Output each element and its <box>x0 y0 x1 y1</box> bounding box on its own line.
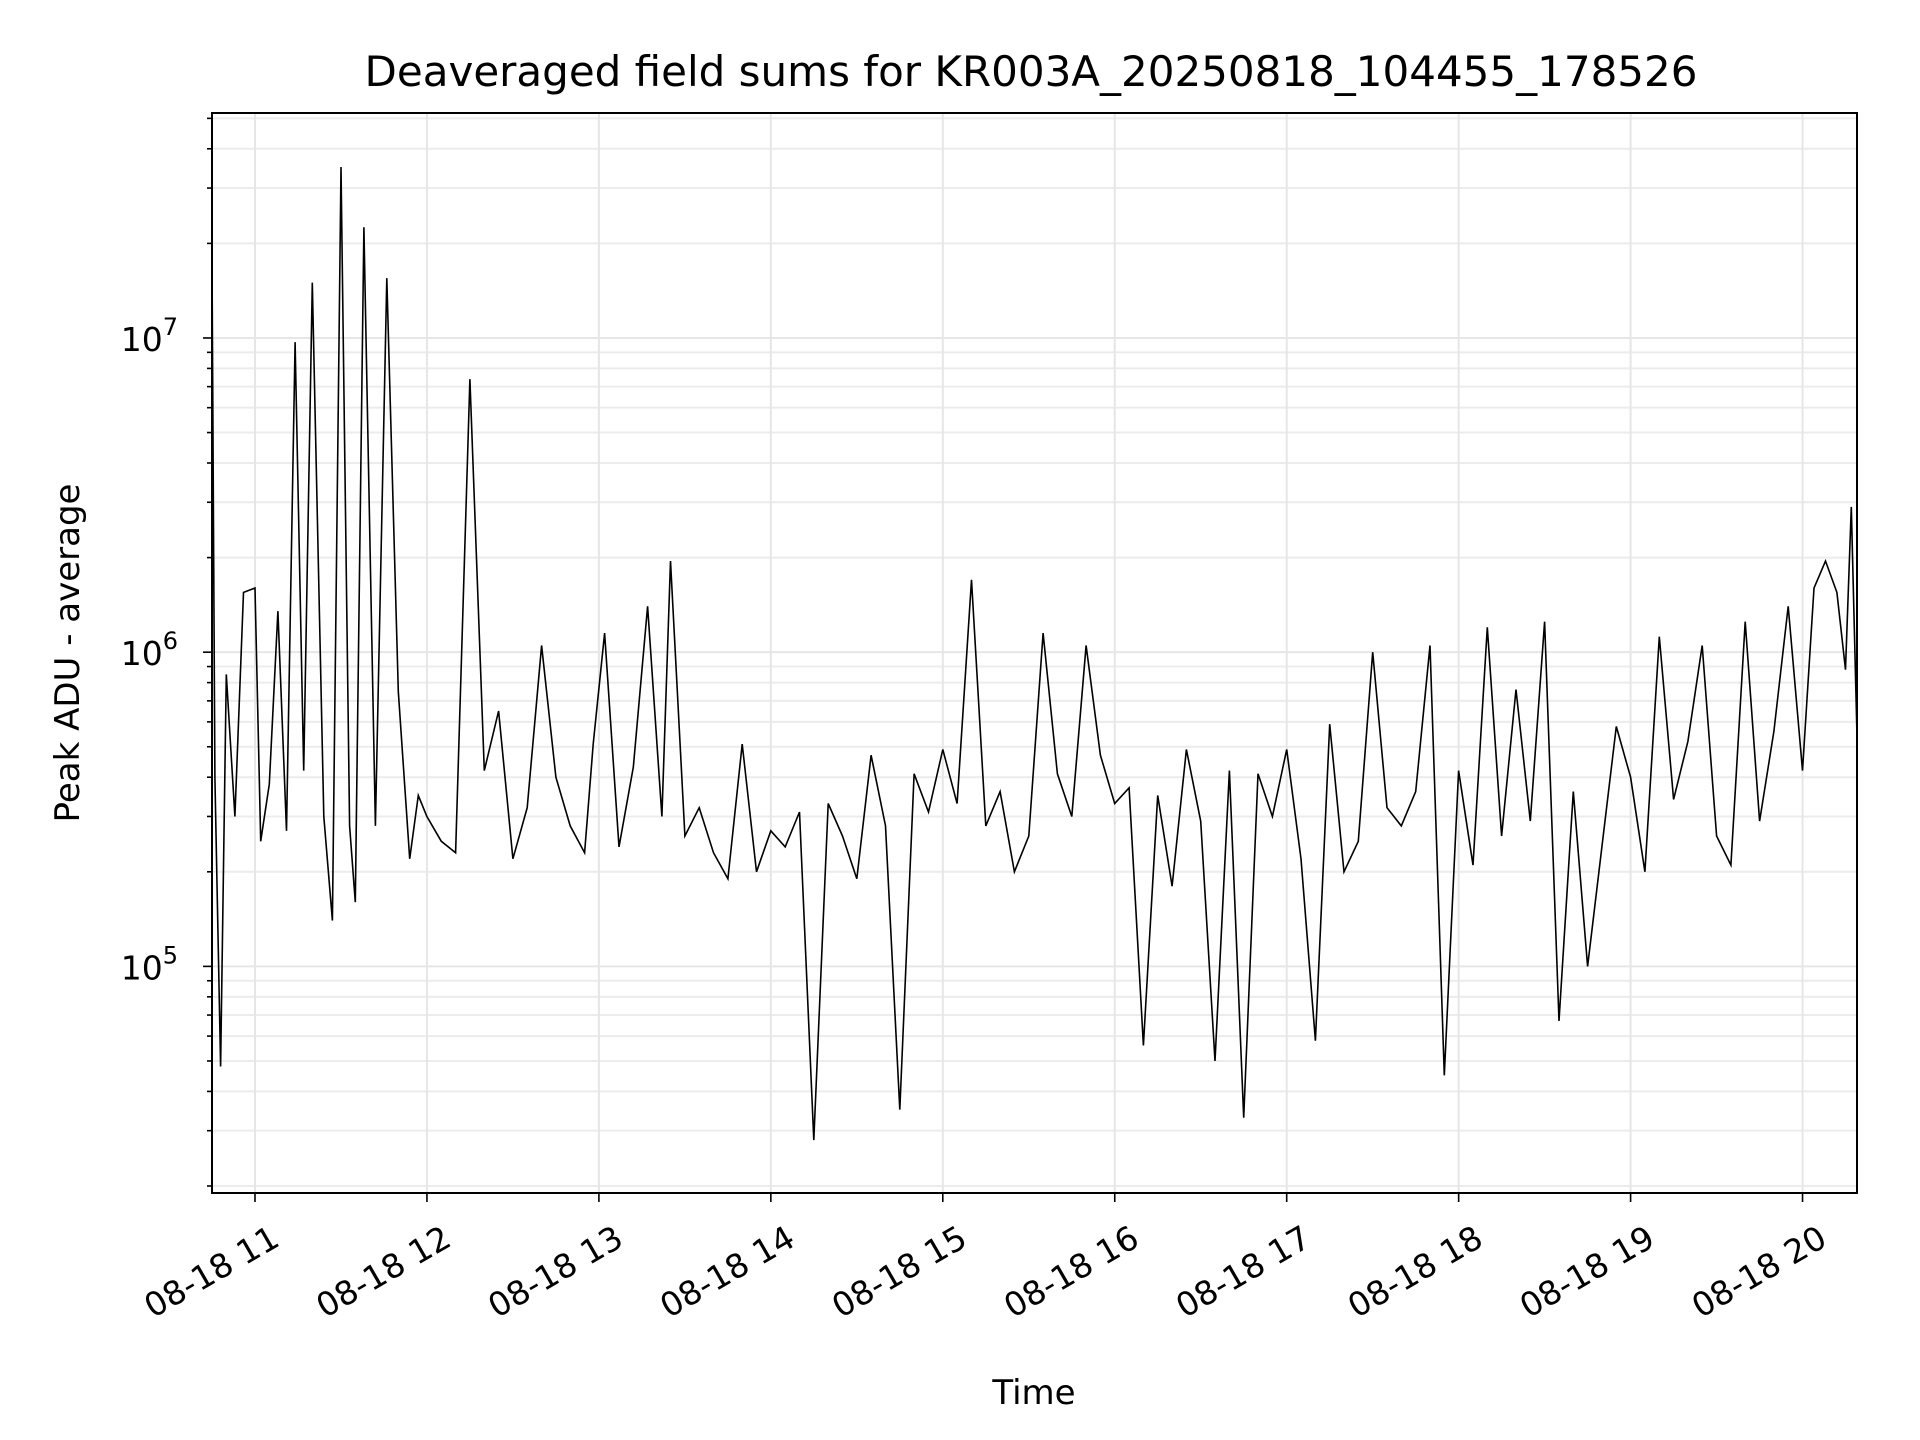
series-line <box>211 166 1858 1141</box>
y-tick-label: 105 <box>121 941 178 987</box>
data-layer <box>211 166 1858 1141</box>
y-tick-label: 106 <box>121 627 178 673</box>
chart-title: Deaveraged field sums for KR003A_2025081… <box>365 47 1698 96</box>
y-axis-label: Peak ADU - average <box>48 484 88 823</box>
y-tick-label: 107 <box>121 313 178 359</box>
x-axis-label: Time <box>991 1373 1075 1413</box>
plot-frame <box>211 112 1858 1194</box>
